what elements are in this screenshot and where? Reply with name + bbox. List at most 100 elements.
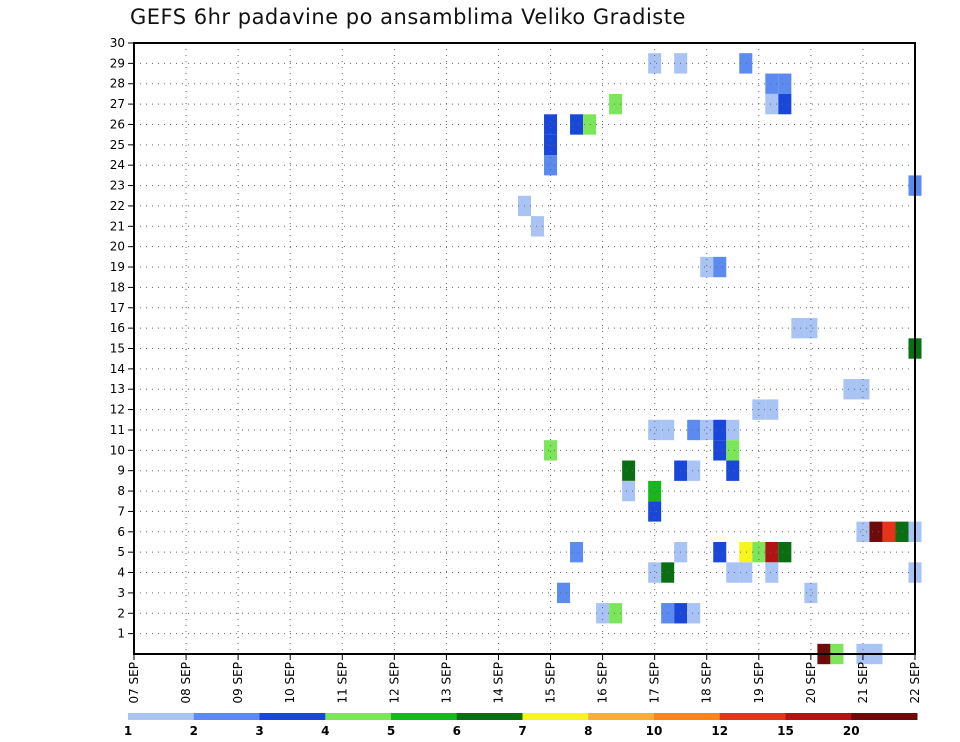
colorbar-label: 20: [843, 724, 860, 738]
colorbar-label: 10: [646, 724, 663, 738]
y-tick-label: 28: [110, 77, 125, 91]
y-tick-label: 5: [117, 545, 125, 559]
colorbar-label: 3: [255, 724, 263, 738]
y-tick-label: 6: [117, 525, 125, 539]
heatmap-cell: [661, 419, 675, 441]
heatmap-cell: [778, 93, 792, 115]
heatmap-cell: [726, 440, 740, 461]
heatmap-cell: [713, 419, 727, 441]
heatmap-cell: [765, 399, 779, 420]
heatmap-cell: [778, 73, 792, 94]
heatmap-cell: [648, 562, 662, 583]
heatmap-cell: [856, 521, 870, 542]
heatmap-cell: [531, 216, 545, 237]
heatmap-cell: [726, 460, 740, 481]
colorbar-label: 6: [453, 724, 461, 738]
chart-title: GEFS 6hr padavine po ansamblima Veliko G…: [130, 5, 686, 29]
x-tick-label: 12 SEP: [387, 662, 401, 704]
heatmap-cell: [726, 419, 740, 441]
colorbar-label: 8: [584, 724, 592, 738]
y-tick-label: 9: [117, 464, 125, 478]
heatmap-cell: [544, 440, 558, 461]
colorbar-swatch: [391, 713, 458, 720]
heatmap-cell: [544, 134, 558, 156]
x-tick-label: 07 SEP: [127, 662, 141, 704]
y-tick-label: 7: [117, 504, 125, 518]
x-tick-label: 15 SEP: [544, 662, 558, 704]
heatmap-cell: [622, 460, 636, 481]
y-tick-label: 1: [117, 627, 125, 641]
heatmap-cell: [778, 541, 792, 563]
heatmap-cell: [713, 541, 727, 563]
heatmap-cell: [544, 114, 558, 135]
x-tick-label: 21 SEP: [856, 662, 870, 704]
heatmap-cell: [648, 419, 662, 441]
colorbar-label: 1: [124, 724, 132, 738]
y-tick-label: 30: [110, 36, 125, 50]
heatmap-cell: [791, 317, 805, 339]
y-tick-label: 4: [117, 566, 125, 580]
heatmap-cell: [765, 73, 779, 94]
x-tick-label: 13 SEP: [439, 662, 453, 704]
y-tick-label: 22: [110, 199, 125, 213]
y-tick-label: 16: [110, 321, 125, 335]
heatmap-cell: [739, 53, 753, 74]
heatmap-cell: [765, 541, 779, 563]
heatmap-cell: [570, 114, 584, 135]
y-tick-label: 2: [117, 606, 125, 620]
x-tick-label: 22 SEP: [908, 662, 922, 704]
colorbar-label: 2: [190, 724, 198, 738]
heatmap-cell: [544, 155, 558, 176]
colorbar-swatch: [522, 713, 589, 720]
heatmap-cell: [622, 480, 636, 502]
heatmap-cell: [856, 379, 870, 400]
heatmap-cell: [804, 317, 818, 339]
heatmap-cell: [726, 562, 740, 583]
x-tick-label: 20 SEP: [804, 662, 818, 704]
colorbar-label: 15: [777, 724, 794, 738]
y-tick-label: 15: [110, 342, 125, 356]
y-tick-label: 19: [110, 260, 125, 274]
y-tick-label: 24: [110, 158, 125, 172]
heatmap-cell: [713, 256, 727, 278]
colorbar-swatch: [259, 713, 326, 720]
heatmap-cell: [687, 460, 701, 481]
colorbar-swatch: [851, 713, 918, 720]
y-tick-label: 11: [110, 423, 125, 437]
x-tick-label: 18 SEP: [700, 662, 714, 704]
y-tick-label: 20: [110, 240, 125, 254]
heatmap-cell: [895, 521, 909, 542]
heatmap-cell: [739, 562, 753, 583]
heatmap-cell: [843, 379, 857, 400]
y-tick-label: 25: [110, 138, 125, 152]
heatmap-cell: [557, 582, 571, 604]
colorbar-swatch: [456, 713, 523, 720]
x-tick-label: 19 SEP: [752, 662, 766, 704]
colorbar-label: 12: [711, 724, 728, 738]
heatmap-cell: [570, 541, 584, 563]
colorbar-swatch: [785, 713, 852, 720]
x-tick-label: 11 SEP: [335, 662, 349, 704]
x-tick-label: 16 SEP: [596, 662, 610, 704]
x-tick-label: 10 SEP: [283, 662, 297, 704]
heatmap-cell: [882, 521, 896, 542]
y-tick-label: 14: [110, 362, 125, 376]
heatmap-cell: [609, 603, 623, 624]
x-tick-label: 08 SEP: [179, 662, 193, 704]
heatmap-cell: [661, 603, 675, 624]
y-tick-label: 13: [110, 382, 125, 396]
heatmap-cell: [765, 562, 779, 583]
heatmap-cell: [700, 419, 714, 441]
colorbar-swatch: [193, 713, 260, 720]
heatmap-cell: [648, 480, 662, 502]
y-tick-label: 26: [110, 117, 125, 131]
y-tick-label: 29: [110, 56, 125, 70]
heatmap-cell: [739, 541, 753, 563]
x-tick-label: 17 SEP: [648, 662, 662, 704]
x-tick-label: 14 SEP: [491, 662, 505, 704]
y-tick-label: 17: [110, 301, 125, 315]
heatmap-cell: [661, 562, 675, 583]
heatmap-cell: [765, 93, 779, 115]
y-tick-label: 23: [110, 179, 125, 193]
